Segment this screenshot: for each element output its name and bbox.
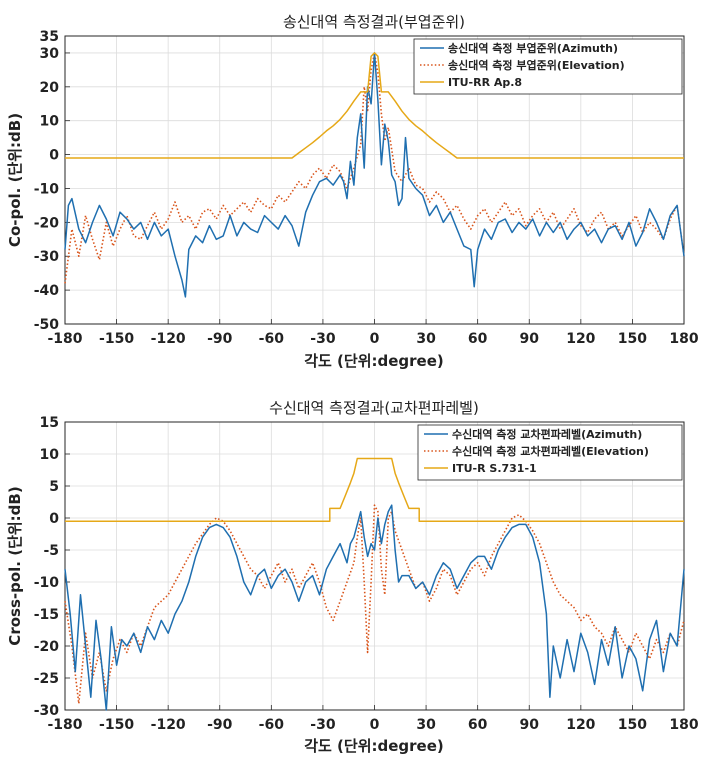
series-line-elevation [64, 504, 685, 705]
y-tick-label: -15 [34, 607, 59, 623]
x-tick-labels: -180 -150 -120 -90 -60 -30 0 30 60 90 120 150 180 [47, 717, 698, 733]
legend-box [413, 38, 683, 95]
series-line-azimuth [64, 52, 685, 298]
series-line-itu [65, 52, 684, 159]
x-tick-label: -120 [151, 717, 186, 733]
x-tick-label: -60 [259, 331, 285, 347]
legend-label-azimuth: 수신대역 측정 교차편파레벨(Azimuth) [452, 427, 642, 441]
series-line-azimuth [64, 504, 685, 711]
legend-label-elevation: 수신대역 측정 교차편파레벨(Elevation) [452, 444, 649, 458]
x-tick-label: -180 [47, 331, 82, 347]
y-tick-label: 10 [40, 447, 60, 463]
x-tick-label: 120 [566, 717, 595, 733]
y-tick-label: -40 [34, 283, 60, 299]
x-tick-label: 180 [669, 331, 698, 347]
x-tick-label: 150 [618, 331, 647, 347]
y-tick-label: -50 [34, 317, 60, 333]
x-axis-label: 각도 (단위:degree) [304, 737, 444, 755]
y-tick-label: 35 [40, 29, 59, 45]
x-tick-label: 60 [468, 717, 488, 733]
y-tick-label: 0 [49, 148, 59, 164]
x-tick-label: -180 [47, 717, 82, 733]
x-tick-labels: -180 -150 -120 -90 -60 -30 0 30 60 90 120 150 180 [47, 331, 698, 347]
x-tick-label: 30 [416, 331, 436, 347]
y-axis-label: Cross-pol. (단위:dB) [6, 486, 24, 645]
y-tick-label: 20 [40, 80, 60, 96]
y-tick-label: -10 [34, 575, 60, 591]
y-tick-label: -30 [34, 703, 60, 719]
legend: 수신대역 측정 교차편파레벨(Azimuth) 수신대역 측정 교차편파레벨(E… [417, 424, 683, 481]
series-lines [64, 52, 685, 298]
legend: 송신대역 측정 부엽준위(Azimuth) 송신대역 측정 부엽준위(Eleva… [413, 38, 683, 95]
y-axis-label: Co-pol. (단위:dB) [6, 113, 24, 247]
x-tick-label: 120 [566, 331, 595, 347]
series-line-itu [65, 457, 684, 522]
y-tick-label: -5 [43, 543, 59, 559]
y-tick-label: 10 [40, 114, 60, 130]
x-tick-label: -90 [207, 717, 233, 733]
y-tick-label: 15 [40, 415, 59, 431]
x-tick-label: -30 [310, 717, 336, 733]
y-tick-label: 30 [40, 46, 60, 62]
x-tick-label: 0 [370, 717, 380, 733]
chart-title: 송신대역 측정결과(부엽준위) [283, 13, 465, 31]
x-tick-label: -150 [99, 717, 134, 733]
y-tick-label: -25 [34, 671, 59, 687]
y-tick-label: 0 [49, 511, 59, 527]
legend-label-itu: ITU-R S.731-1 [452, 462, 537, 475]
x-tick-label: 30 [416, 717, 436, 733]
legend-label-itu: ITU-RR Ap.8 [448, 76, 522, 89]
x-tick-label: -90 [207, 331, 233, 347]
y-tick-label: -20 [34, 215, 60, 231]
chart-cross-pol: 수신대역 측정결과(교차편파레벨) -180 -150 -120 -90 -60 -30 0… [6, 399, 699, 755]
plot-area [64, 35, 685, 325]
x-tick-label: 0 [370, 331, 380, 347]
y-tick-label: 5 [49, 479, 59, 495]
chart-co-pol: 송신대역 측정결과(부엽준위) -180 -150 -120 -90 -60 -30 0 30… [6, 13, 699, 370]
x-tick-label: 180 [669, 717, 698, 733]
y-tick-labels: -30 -25 -20 -15 -10 -5 0 5 10 15 [34, 415, 60, 719]
x-tick-label: -30 [310, 331, 336, 347]
series-lines [64, 457, 685, 711]
legend-label-elevation: 송신대역 측정 부엽준위(Elevation) [448, 58, 625, 72]
y-tick-label: -10 [34, 181, 60, 197]
y-tick-label: -20 [34, 639, 60, 655]
x-tick-label: -150 [99, 331, 134, 347]
x-axis-label: 각도 (단위:degree) [304, 352, 444, 370]
x-tick-label: 60 [468, 331, 488, 347]
x-tick-label: -60 [259, 717, 285, 733]
x-tick-label: -120 [151, 331, 186, 347]
x-tick-label: 90 [520, 331, 540, 347]
plot-area [64, 421, 685, 711]
y-tick-label: -30 [34, 249, 60, 265]
chart-title: 수신대역 측정결과(교차편파레벨) [269, 399, 479, 417]
x-tick-label: 90 [520, 717, 540, 733]
legend-box [417, 424, 683, 481]
legend-label-azimuth: 송신대역 측정 부엽준위(Azimuth) [448, 41, 618, 55]
x-tick-label: 150 [618, 717, 647, 733]
